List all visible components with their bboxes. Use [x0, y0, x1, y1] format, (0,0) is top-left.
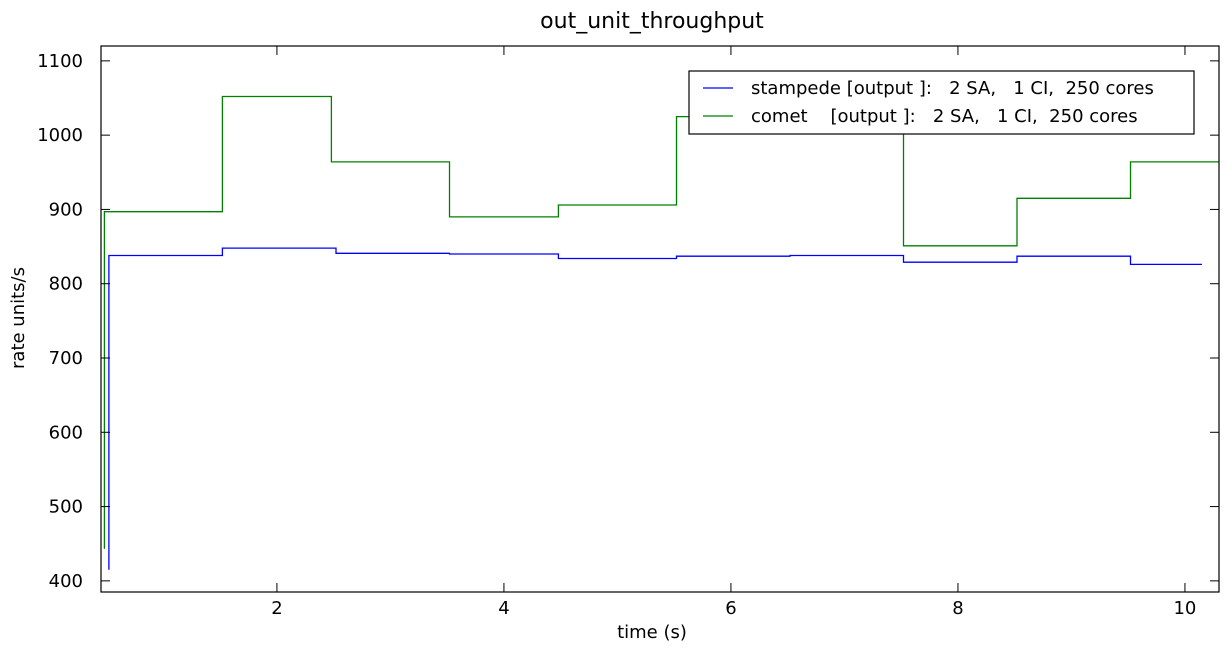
y-tick-label: 400 — [49, 571, 83, 592]
plot-frame — [100, 45, 1220, 593]
y-tick-label: 700 — [49, 348, 83, 369]
x-axis-label: time (s) — [617, 622, 687, 643]
y-tick-label: 1100 — [37, 51, 83, 72]
x-tick-label: 4 — [498, 598, 509, 619]
y-tick-label: 800 — [49, 274, 83, 295]
chart-title: out_unit_throughput — [540, 9, 764, 34]
series-line-1 — [108, 247, 1202, 570]
tick-layer: 2 4 6 8 10 400 500 600 700 800 900 1000 1100 — [37, 46, 1219, 619]
legend-box — [688, 70, 1195, 135]
y-tick-label: 1000 — [37, 125, 83, 146]
legend-label-2: comet [output ]: 2 SA, 1 CI, 250 cores — [751, 106, 1138, 127]
y-tick-label: 600 — [49, 422, 83, 443]
x-tick-label: 8 — [952, 598, 963, 619]
legend-label-1: stampede [output ]: 2 SA, 1 CI, 250 core… — [751, 78, 1154, 99]
x-tick-label: 2 — [271, 598, 282, 619]
x-tick-label: 10 — [1173, 598, 1196, 619]
series-line-2 — [103, 95, 1219, 549]
y-axis-label: rate units/s — [8, 267, 29, 369]
x-tick-label: 6 — [725, 598, 736, 619]
y-tick-label: 500 — [49, 497, 83, 518]
legend: stampede [output ]: 2 SA, 1 CI, 250 core… — [688, 70, 1195, 135]
y-tick-label: 900 — [49, 199, 83, 220]
series-layer — [103, 95, 1219, 570]
